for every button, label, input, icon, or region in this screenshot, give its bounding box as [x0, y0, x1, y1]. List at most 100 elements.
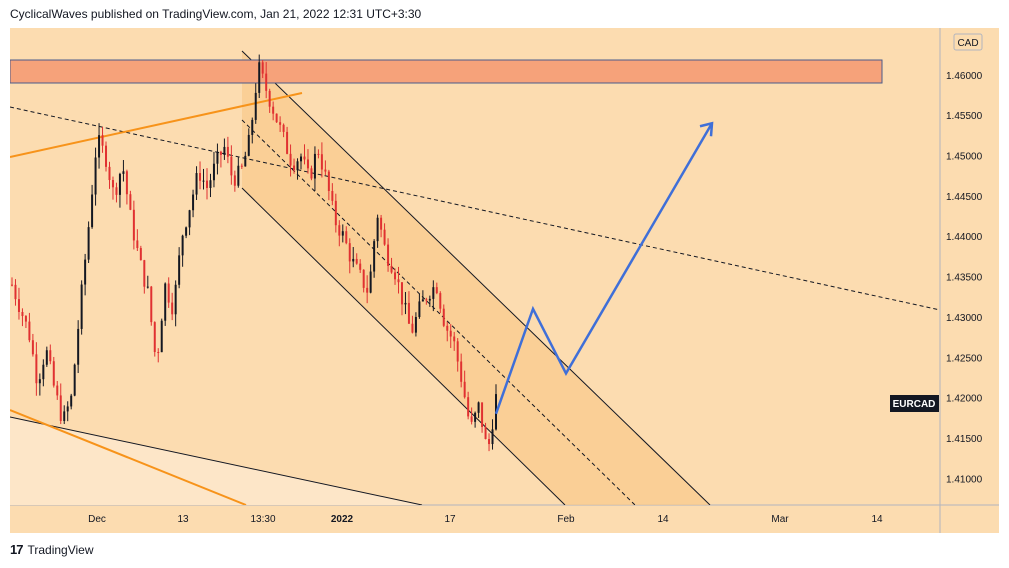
- candle-body: [70, 395, 73, 407]
- candle-body: [45, 350, 48, 365]
- candle-body: [320, 154, 323, 170]
- candle-body: [35, 354, 38, 384]
- candle-body: [282, 124, 285, 132]
- time-axis-pane: [10, 505, 999, 533]
- candle-body: [435, 287, 438, 294]
- chart-pane: [10, 28, 940, 505]
- candle-body: [160, 320, 163, 353]
- candle-body: [474, 412, 477, 422]
- candle-body: [212, 163, 215, 181]
- candle-body: [376, 217, 379, 242]
- candle-body: [230, 156, 233, 176]
- candle-body: [139, 248, 142, 261]
- orange-rising-line: [10, 92, 303, 158]
- candle-body: [171, 302, 174, 315]
- candle-body: [59, 395, 62, 421]
- candle-body: [199, 173, 202, 181]
- candle-body: [101, 135, 104, 146]
- candle-body: [272, 106, 275, 114]
- price-tick-label: 1.42000: [946, 394, 983, 405]
- price-tick-label: 1.41000: [946, 474, 983, 485]
- candle-body: [244, 155, 247, 167]
- currency-label-box: [953, 33, 983, 51]
- resistance-zone: [10, 59, 883, 84]
- candle-body: [488, 439, 491, 445]
- candle-body: [481, 402, 484, 427]
- candle-body: [289, 153, 292, 166]
- time-axis-ticks: Dec 13 13:30 2022 17 Feb 14 Mar 14: [88, 514, 883, 525]
- time-tick-label: 13:30: [250, 514, 275, 525]
- orange-lower-line: [10, 409, 247, 505]
- candle-body: [296, 161, 299, 171]
- candle-body: [425, 299, 428, 301]
- candle-body: [115, 187, 118, 195]
- candle-body: [352, 258, 355, 262]
- candle-body: [484, 426, 487, 440]
- price-tick-label: 1.45500: [946, 111, 983, 122]
- candle-body: [226, 146, 229, 157]
- candle-body: [233, 175, 236, 186]
- candle-body: [460, 361, 463, 382]
- candlestick-series: [11, 54, 497, 452]
- candle-body: [56, 385, 59, 396]
- candle-body: [219, 151, 222, 155]
- candle-body: [334, 200, 337, 226]
- forecast-path: [494, 122, 714, 415]
- candle-body: [21, 312, 24, 317]
- candle-body: [463, 381, 466, 398]
- candle-body: [428, 298, 431, 301]
- footer: 17 TradingView: [10, 542, 94, 557]
- candle-body: [453, 336, 456, 342]
- brand-name: TradingView: [27, 542, 94, 557]
- channel-upper-line: [241, 50, 711, 505]
- candle-body: [421, 299, 424, 302]
- price-tick-label: 1.44500: [946, 192, 983, 203]
- candle-body: [338, 225, 341, 236]
- candle-body: [400, 282, 403, 305]
- candle-body: [143, 260, 146, 287]
- candle-body: [366, 287, 369, 293]
- candle-body: [348, 243, 351, 262]
- candle-body: [174, 284, 177, 315]
- lower-support-line: [10, 416, 423, 505]
- candle-body: [477, 402, 480, 413]
- candle-body: [216, 151, 219, 164]
- candle-body: [237, 165, 240, 186]
- publish-info: CyclicalWaves published on TradingView.c…: [10, 7, 422, 21]
- candle-body: [28, 321, 31, 341]
- candle-body: [432, 287, 435, 299]
- candle-body: [411, 323, 414, 333]
- time-tick-label: 2022: [331, 514, 354, 525]
- time-tick-label: 13: [177, 514, 189, 525]
- price-tick-label: 1.44000: [946, 232, 983, 243]
- candle-body: [380, 217, 383, 230]
- candle-body: [24, 316, 27, 322]
- candle-body: [164, 283, 167, 321]
- tradingview-logo-icon: 17: [10, 542, 24, 557]
- candle-body: [129, 194, 132, 210]
- candle-body: [387, 244, 390, 266]
- candle-body: [122, 171, 125, 174]
- candle-body: [167, 283, 170, 303]
- time-tick-label: 14: [657, 514, 669, 525]
- symbol-tag: [890, 395, 939, 412]
- candle-body: [327, 171, 330, 191]
- candle-body: [84, 259, 87, 285]
- price-tick-label: 1.43500: [946, 273, 983, 284]
- candle-body: [251, 119, 254, 135]
- time-tick-label: 17: [444, 514, 456, 525]
- candle-body: [63, 411, 66, 421]
- candle-body: [341, 231, 344, 236]
- candle-body: [17, 299, 20, 313]
- candle-body: [202, 180, 205, 182]
- candle-body: [491, 429, 494, 445]
- candle-body: [157, 351, 160, 353]
- candle-body: [178, 255, 181, 285]
- candle-body: [414, 317, 417, 333]
- candle-body: [181, 235, 184, 256]
- candle-body: [205, 180, 208, 188]
- candle-body: [324, 169, 327, 172]
- symbol-label: EURCAD: [893, 399, 936, 410]
- candle-body: [146, 286, 149, 288]
